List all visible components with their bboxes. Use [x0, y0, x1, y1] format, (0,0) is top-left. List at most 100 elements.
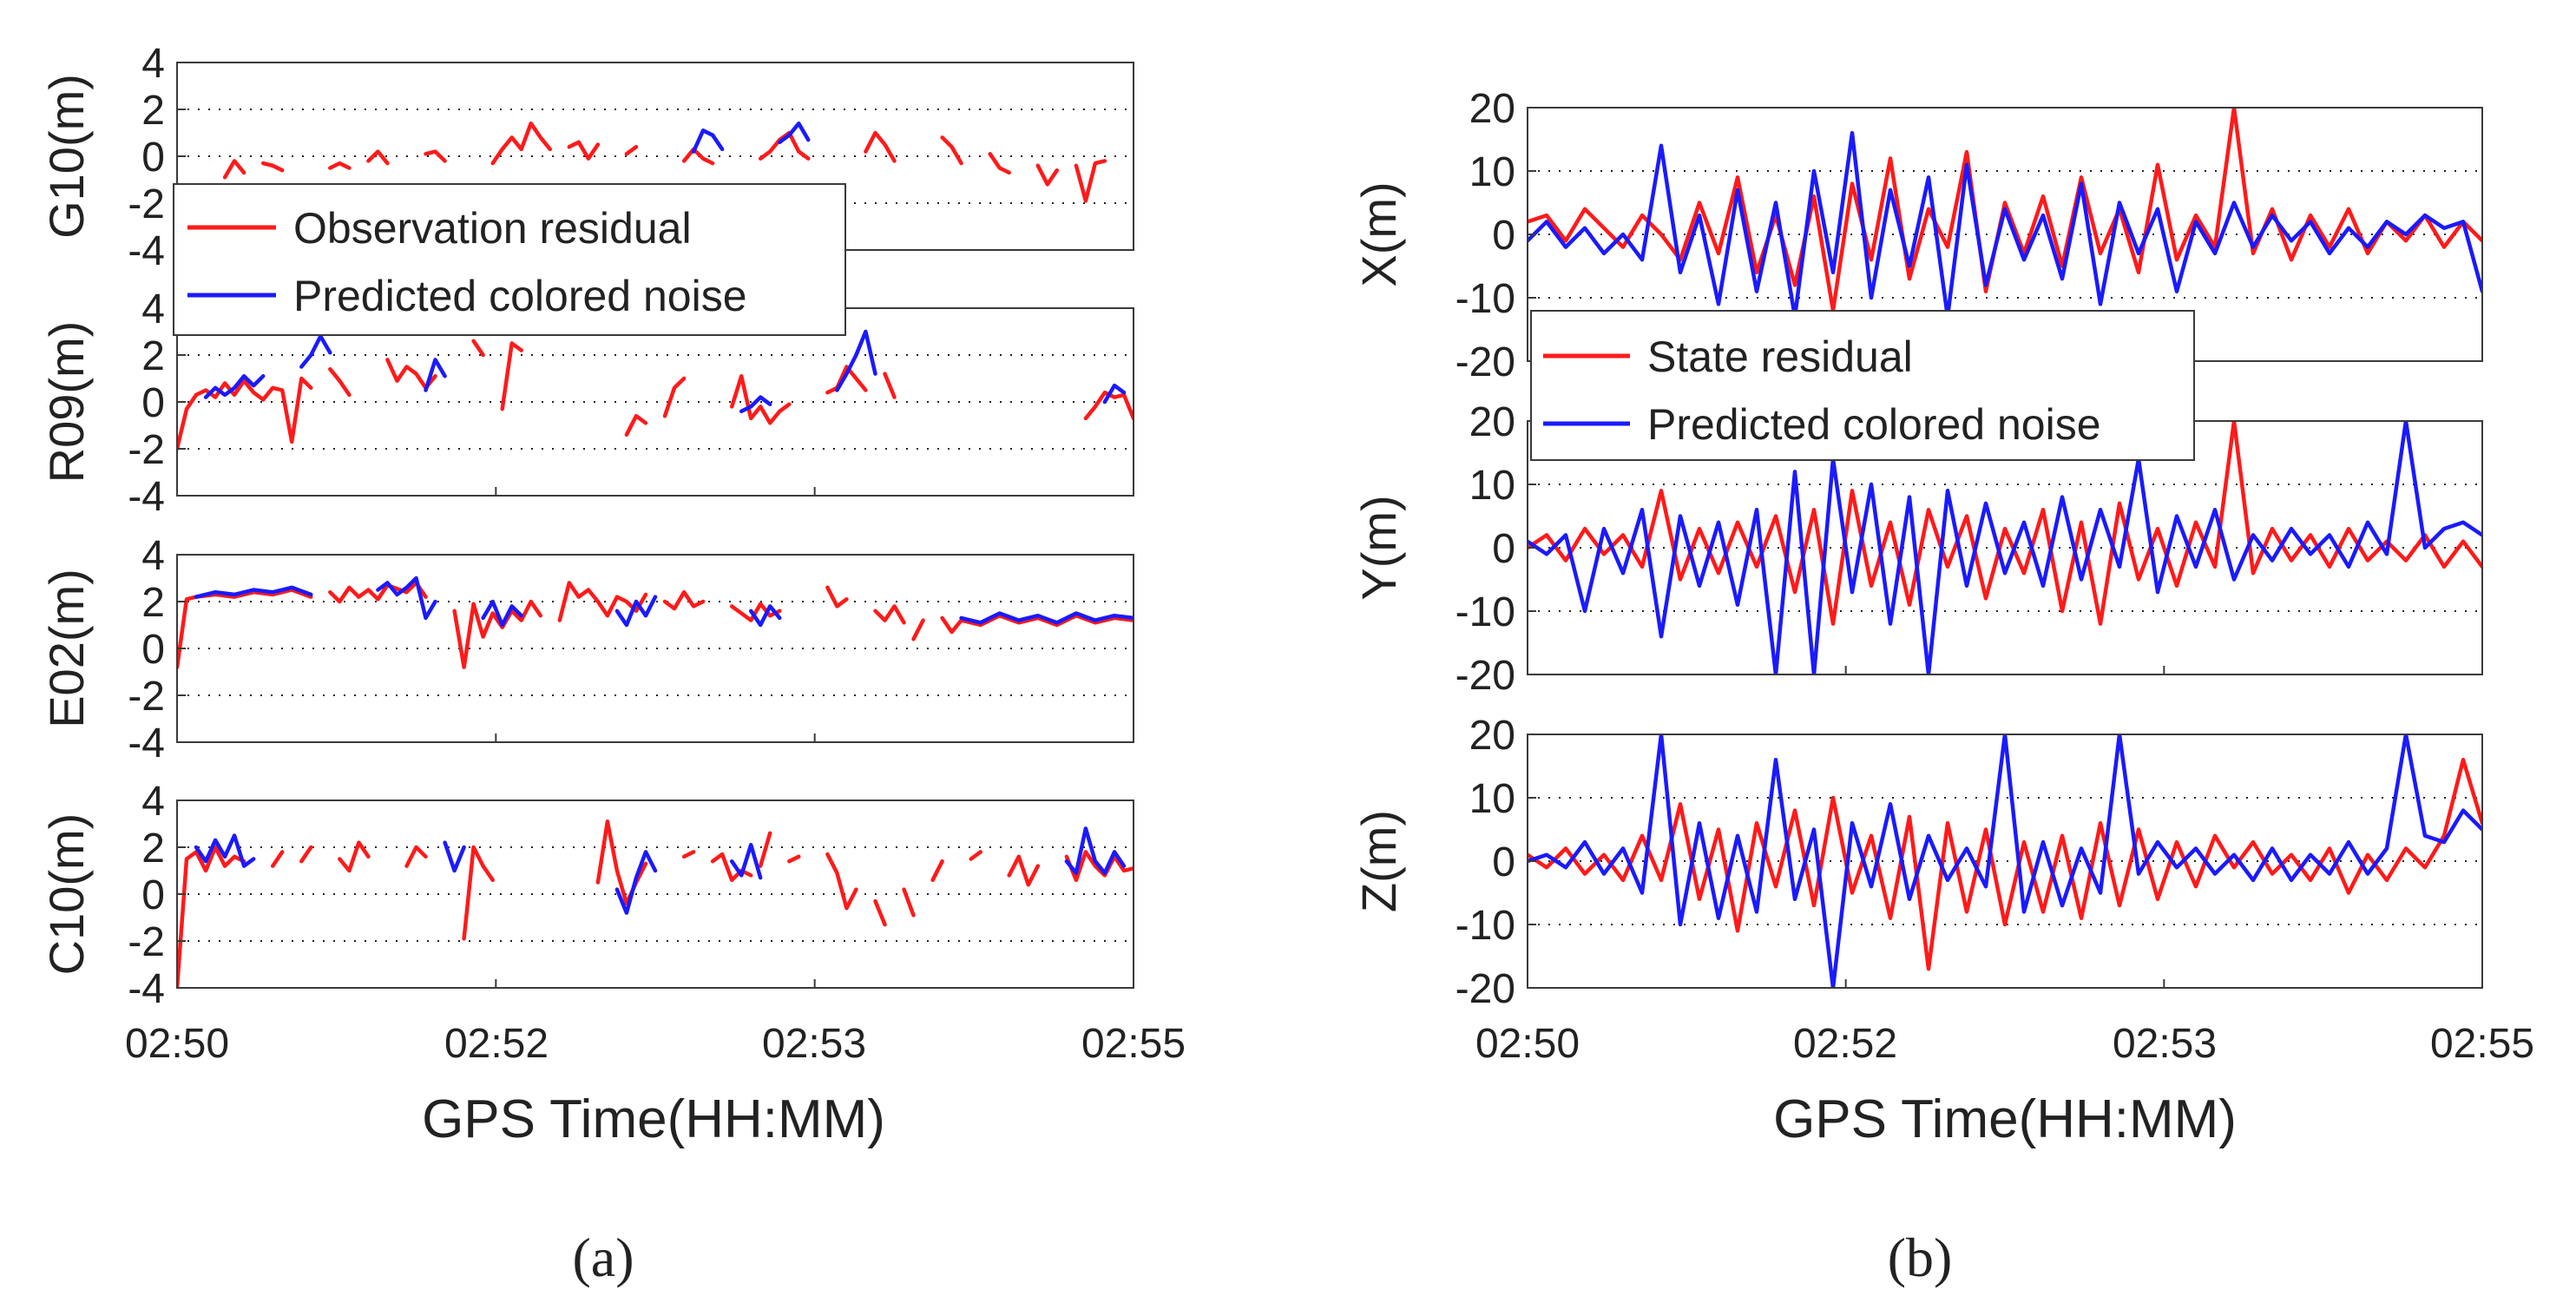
ytick-label: -4 [128, 474, 165, 520]
series-observation-residual-segment [930, 859, 944, 883]
series-observation-residual-segment [366, 149, 390, 166]
legend-a-label-noise: Predicted colored noise [293, 272, 747, 320]
series-group [1528, 734, 2482, 988]
series-observation-residual-segment [787, 854, 801, 864]
series-predicted-colored-noise-segment [748, 604, 782, 628]
ylabel: Z(m) [1351, 810, 1406, 912]
series-group [177, 329, 1134, 451]
legend-a: Observation residual Predicted colored n… [173, 183, 846, 336]
ytick-label: 4 [141, 779, 165, 825]
series-observation-residual-segment [567, 140, 601, 161]
ylabel: X(m) [1351, 181, 1406, 286]
series-observation-residual-segment [328, 366, 352, 398]
series-observation-residual-segment [490, 121, 553, 166]
series-group [177, 576, 1134, 669]
ytick-label: 2 [141, 826, 165, 872]
panel-b-xticks: 02:50 02:52 02:53 02:55 [1475, 1021, 2534, 1067]
series-state-residual-segment [1528, 421, 2482, 626]
ytick-label: -2 [128, 181, 165, 227]
ytick-label: 0 [141, 380, 165, 426]
series-observation-residual-segment [452, 599, 543, 669]
legend-b-label-residual: State residual [1647, 332, 1913, 381]
series-observation-residual-segment [911, 618, 925, 642]
series-predicted-colored-noise-segment [424, 358, 447, 392]
ylabel: E02(m) [39, 569, 94, 728]
ytick-label: 4 [141, 286, 165, 332]
series-observation-residual-segment [424, 149, 447, 163]
series-group [177, 819, 1134, 988]
series-observation-residual-segment [825, 365, 868, 395]
series-observation-residual-segment [177, 845, 246, 988]
ytick-label: -20 [1456, 653, 1515, 699]
panel-b-xtick-4: 02:55 [2430, 1021, 2534, 1067]
panel-a-xtick-4: 02:55 [1081, 1021, 1186, 1067]
ytick-label: -4 [128, 966, 165, 1012]
series-predicted-colored-noise-segment [194, 585, 313, 599]
ylabel: Y(m) [1351, 495, 1406, 600]
panel-a-xtick-2: 02:52 [444, 1021, 549, 1067]
panel-a-xticks: 02:50 02:52 02:53 02:55 [125, 1021, 1186, 1067]
legend-a-box [173, 183, 846, 336]
series-observation-residual-segment [557, 581, 648, 622]
series-observation-residual-segment [902, 887, 916, 918]
series-predicted-colored-noise-segment [194, 833, 256, 868]
ytick-label: -20 [1456, 966, 1515, 1012]
series-group [222, 121, 1107, 203]
series-observation-residual-segment [758, 831, 772, 868]
series-observation-residual-segment [883, 372, 897, 399]
series-predicted-colored-noise-segment [481, 599, 523, 628]
plots-layer: 420-2-4G10(m)420-2-4R09(m)420-2-4E02(m)4… [39, 41, 2483, 1012]
panel-b-xlabel: GPS Time(HH:MM) [1773, 1089, 2237, 1149]
series-group [1528, 421, 2482, 674]
series-observation-residual-segment [624, 413, 648, 438]
series-state-residual-segment [1528, 108, 2482, 313]
ytick-label: 2 [141, 580, 165, 626]
ytick-label: 20 [1469, 713, 1515, 759]
series-observation-residual-segment [662, 376, 687, 418]
series-observation-residual-segment [1007, 854, 1041, 887]
series-predicted-colored-noise-segment [959, 611, 1134, 625]
ytick-label: 0 [141, 627, 165, 673]
series-observation-residual-segment [462, 845, 495, 941]
series-observation-residual-segment [729, 374, 792, 425]
series-observation-residual-segment [988, 152, 1011, 175]
series-observation-residual-segment [404, 845, 428, 868]
series-observation-residual-segment [662, 589, 706, 611]
ytick-label: -4 [128, 228, 165, 274]
series-predicted-colored-noise-segment [443, 840, 466, 873]
ytick-label: 4 [141, 41, 165, 87]
series-predicted-colored-noise-segment [1528, 130, 2482, 319]
series-observation-residual-segment [222, 159, 246, 180]
ytick-label: 10 [1469, 149, 1515, 195]
series-observation-residual-segment [681, 850, 696, 859]
panel-a-xtick-3: 02:53 [762, 1021, 866, 1067]
panel-a-xlabel: GPS Time(HH:MM) [422, 1089, 885, 1149]
ytick-label: -2 [128, 674, 165, 720]
series-predicted-colored-noise-segment [835, 329, 877, 392]
legend-b: State residual Predicted colored noise [1530, 310, 2195, 461]
ytick-label: 0 [1492, 213, 1515, 259]
subplot-5: 20 10 0 -10 -20 X(m) [1351, 86, 2483, 385]
subplot-7: 20 10 0 -10 -20 Z(m) [1351, 713, 2483, 1012]
series-predicted-colored-noise-segment [778, 121, 811, 145]
series-observation-residual-segment [471, 339, 485, 358]
series-observation-residual-segment [825, 852, 858, 911]
ytick-label: -2 [128, 919, 165, 965]
ytick-label: 10 [1469, 776, 1515, 822]
ytick-label: 20 [1469, 399, 1515, 445]
series-observation-residual-segment [595, 819, 648, 906]
series-observation-residual-segment [1064, 850, 1134, 883]
series-predicted-colored-noise-segment [614, 595, 658, 628]
panel-a-xtick-1: 02:50 [125, 1021, 229, 1067]
series-observation-residual-segment [940, 135, 963, 166]
series-observation-residual-segment [328, 161, 352, 170]
series-observation-residual-segment [177, 588, 313, 669]
series-predicted-colored-noise-segment [299, 334, 332, 369]
ytick-label: -10 [1456, 589, 1515, 635]
series-observation-residual-segment [338, 840, 371, 873]
ytick-label: 0 [141, 135, 165, 181]
series-observation-residual-segment [729, 602, 782, 622]
series-predicted-colored-noise-segment [614, 850, 658, 915]
ytick-label: -20 [1456, 339, 1515, 385]
ylabel: R09(m) [39, 321, 94, 484]
